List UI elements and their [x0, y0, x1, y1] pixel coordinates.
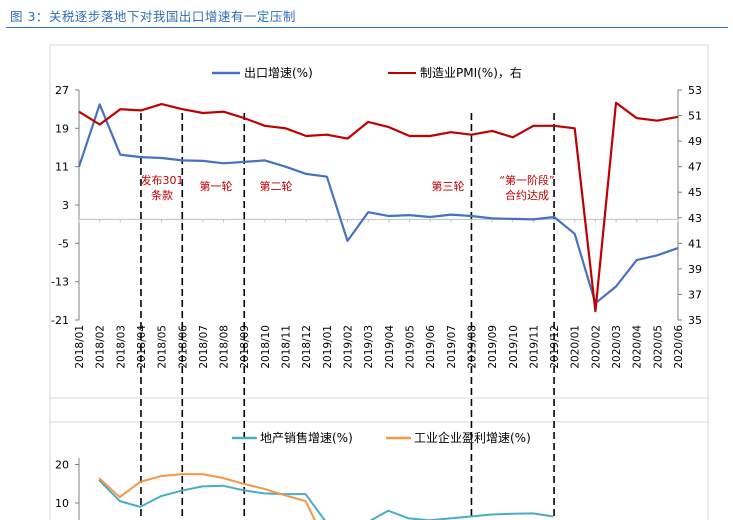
chart2-tick-label: 10 [55, 497, 69, 510]
x-tick-label: 2018/10 [260, 325, 272, 369]
x-tick-label: 2020/03 [611, 325, 623, 369]
left-tick-label: -5 [58, 237, 69, 250]
property-sales-line [98, 479, 554, 520]
left-tick-label: -21 [51, 314, 69, 327]
x-tick-label: 2018/02 [95, 325, 107, 369]
chart2-legend: 地产销售增速(%) 工业企业盈利增速(%) [232, 430, 531, 445]
x-tick-label: 2020/06 [673, 325, 685, 369]
x-tick-label: 2020/04 [632, 325, 644, 369]
left-tick-label: -13 [51, 276, 69, 289]
x-tick-label: 2020/02 [590, 325, 602, 369]
left-tick-label: 27 [55, 84, 69, 97]
x-tick-label: 2018/03 [115, 325, 127, 369]
right-tick-label: 49 [688, 135, 702, 148]
right-tick-label: 39 [688, 263, 702, 276]
left-tick-label: 3 [62, 199, 69, 212]
x-tick-label: 2018/08 [219, 325, 231, 369]
spacer-frame [49, 397, 709, 423]
annotation-label: 第三轮 [432, 179, 465, 193]
annotation-label: 条款 [151, 188, 173, 202]
right-tick-label: 43 [688, 212, 702, 225]
annotation-label: 第一轮 [200, 179, 233, 193]
x-tick-label: 2018/11 [281, 325, 293, 369]
x-tick-label: 2019/10 [508, 325, 520, 369]
x-tick-label: 2019/11 [528, 325, 540, 369]
x-tick-label: 2020/01 [570, 325, 582, 369]
annotation-label: “第一阶段” [499, 173, 554, 187]
x-tick-label: 2018/01 [74, 325, 86, 369]
right-tick-label: 41 [688, 237, 702, 250]
legend-label-profit: 工业企业盈利增速(%) [414, 430, 531, 445]
pmi-line [78, 101, 679, 313]
x-tick-label: 2019/03 [363, 325, 375, 369]
x-tick-label: 2019/07 [446, 325, 458, 369]
x-tick-label: 2019/08 [466, 325, 478, 369]
industrial-profit-line [98, 473, 316, 520]
x-tick-label: 2018/06 [177, 325, 189, 369]
x-tick-label: 2019/06 [425, 325, 437, 369]
right-tick-label: 47 [688, 161, 702, 174]
x-tick-label: 2018/04 [136, 325, 148, 369]
export-growth-line [77, 103, 679, 305]
x-tick-label: 2019/05 [404, 325, 416, 369]
chart1-frame [49, 44, 709, 399]
chart2-frame [49, 421, 709, 520]
figure-title: 图 3：关税逐步落地下对我国出口增速有一定压制 [10, 9, 296, 24]
annotation-label: 合约达成 [505, 188, 549, 202]
chart1-event-lines [140, 113, 555, 520]
left-tick-label: 11 [55, 161, 69, 174]
right-tick-label: 53 [688, 84, 702, 97]
right-tick-label: 51 [688, 110, 702, 123]
right-tick-label: 37 [688, 288, 702, 301]
right-tick-label: 45 [688, 186, 702, 199]
x-tick-label: 2019/09 [487, 325, 499, 369]
chart1-legend: 出口增速(%) 制造业PMI(%)，右 [212, 65, 522, 80]
annotation-label: 第二轮 [260, 179, 293, 193]
right-tick-label: 35 [688, 314, 702, 327]
chart2-tick-label: 20 [55, 459, 69, 472]
x-tick-label: 2019/12 [549, 325, 561, 369]
x-tick-label: 2019/02 [343, 325, 355, 369]
x-tick-label: 2020/05 [652, 325, 664, 369]
legend-label-property: 地产销售增速(%) [260, 430, 353, 445]
annotation-label: 发布301 [141, 173, 184, 187]
left-tick-label: 19 [55, 122, 69, 135]
x-tick-label: 2019/04 [384, 325, 396, 369]
legend-label-export: 出口增速(%) [244, 66, 313, 80]
x-tick-label: 2018/07 [198, 325, 210, 369]
chart2-series [98, 473, 554, 520]
x-tick-label: 2018/12 [301, 325, 313, 369]
x-tick-label: 2018/05 [157, 325, 169, 369]
x-tick-label: 2019/01 [322, 325, 334, 369]
chart1-axes: 27 19 11 3 -5 -13 -21 53 51 49 47 45 43 41 39 37 35 2018/… [51, 84, 702, 369]
chart1-series [77, 101, 679, 313]
title-rule [6, 27, 728, 28]
legend-label-pmi: 制造业PMI(%)，右 [420, 65, 522, 80]
x-tick-label: 2018/09 [239, 325, 251, 369]
